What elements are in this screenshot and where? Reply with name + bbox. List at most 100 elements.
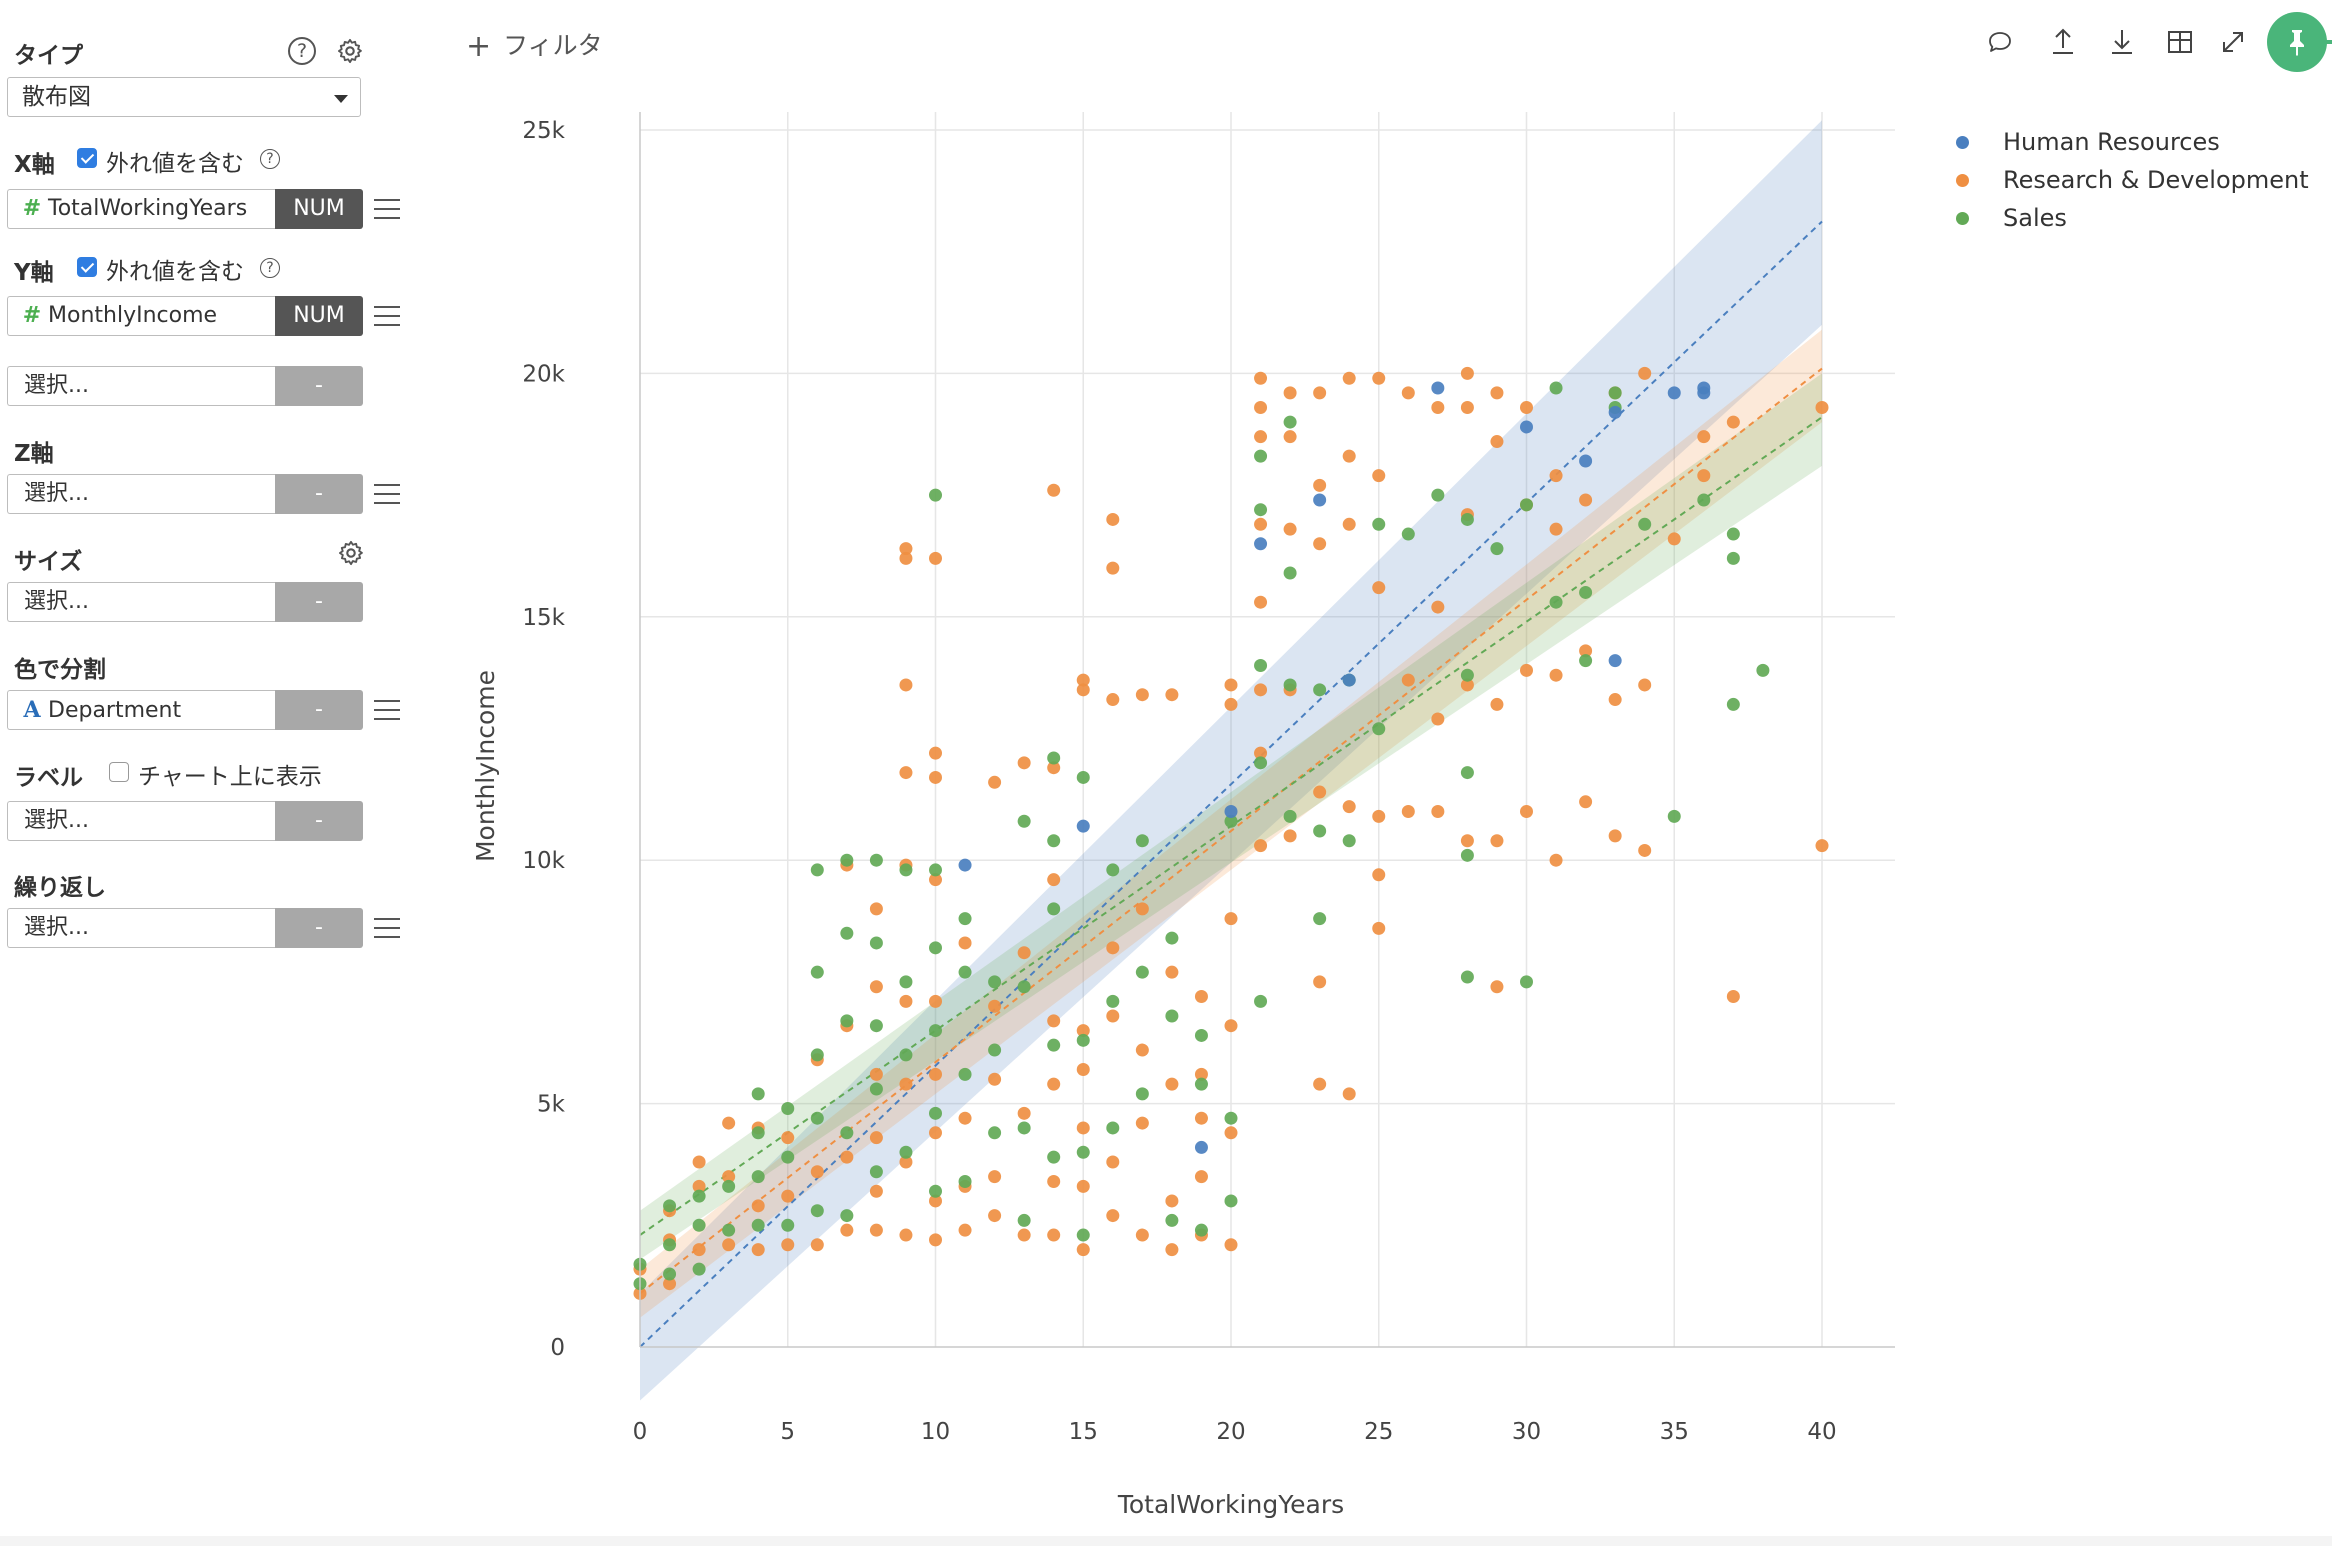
repeat-menu-icon[interactable] [374,918,400,938]
data-point [1431,400,1445,414]
data-point [1106,693,1120,707]
data-point [1076,770,1090,784]
gear-icon[interactable] [337,539,365,567]
size-type-badge[interactable]: - [275,582,363,622]
label-select[interactable]: 選択... [7,801,275,841]
chart-type-value: 散布図 [22,84,91,110]
data-point [1224,1019,1238,1033]
data-point [1815,839,1829,853]
data-point [810,1048,824,1062]
data-point [1194,1028,1208,1042]
table-icon[interactable] [2164,26,2196,58]
data-point [810,1111,824,1125]
data-point [1106,561,1120,575]
y-axis-menu-icon[interactable] [374,306,400,326]
data-point [1017,980,1031,994]
expand-icon[interactable] [2217,26,2249,58]
upload-icon[interactable] [2047,26,2079,58]
numeric-type-icon: # [22,303,42,328]
gear-icon[interactable] [336,37,364,65]
data-point [1401,673,1415,687]
help-icon[interactable]: ? [260,149,280,169]
y-axis-field[interactable]: # MonthlyIncome [7,296,275,336]
data-point [1106,1155,1120,1169]
legend-item[interactable]: Human Resources [2003,128,2220,156]
data-point [1520,805,1533,819]
data-point [722,1170,736,1184]
data-point [781,1189,795,1203]
data-point [929,1184,942,1198]
x-include-outliers-checkbox[interactable] [77,148,97,168]
data-point [1194,1077,1208,1091]
y-axis-type-badge[interactable]: NUM [275,296,363,336]
size-select[interactable]: 選択... [7,582,275,622]
data-point [1313,478,1327,492]
help-icon[interactable]: ? [260,258,280,278]
data-point [1283,430,1297,444]
data-point [1520,498,1533,512]
color-split-field[interactable]: A Department [7,690,275,730]
z-axis-select[interactable]: 選択... [7,474,275,514]
data-point [1047,834,1061,848]
trend-line [639,367,1823,1295]
x-axis-type-badge[interactable]: NUM [275,189,363,229]
type-label: タイプ [14,43,83,69]
repeat-type-badge[interactable]: - [275,908,363,948]
data-point [929,770,942,784]
data-point [1431,600,1445,614]
data-point [810,1238,824,1252]
label-section-label: ラベル [14,765,83,791]
data-point [692,1155,706,1169]
data-point [1224,1238,1238,1252]
data-point [1076,1033,1090,1047]
data-point [1194,1111,1208,1125]
repeat-select[interactable]: 選択... [7,908,275,948]
data-point [1313,912,1327,926]
data-point [1135,1087,1149,1101]
legend-item[interactable]: Research & Development [2003,166,2309,194]
x-tick-label: 25 [1364,1419,1393,1445]
data-point [869,853,883,867]
data-point [781,1101,795,1115]
z-axis-menu-icon[interactable] [374,484,400,504]
label-type-badge[interactable]: - [275,801,363,841]
data-point [1313,975,1327,989]
data-point [1254,400,1268,414]
help-icon[interactable]: ? [288,37,316,65]
color-split-type-badge[interactable]: - [275,690,363,730]
chart-grid [640,112,1895,1347]
data-point [1076,683,1090,697]
add-filter-button[interactable]: + フィルタ [466,26,603,64]
data-point [1697,493,1711,507]
download-icon[interactable] [2106,26,2138,58]
data-point [1254,756,1268,770]
data-point [1549,469,1563,483]
legend-item[interactable]: Sales [2003,204,2067,232]
z-axis-type-badge[interactable]: - [275,474,363,514]
data-point [810,965,824,979]
data-point [692,1243,706,1257]
chart-type-select[interactable]: 散布図 [7,77,361,117]
comment-icon[interactable] [1984,26,2016,58]
data-point [1224,912,1238,926]
data-point [1283,678,1297,692]
data-point [1165,965,1179,979]
x-axis-field[interactable]: # TotalWorkingYears [7,189,275,229]
data-point [988,1170,1002,1184]
x-axis-menu-icon[interactable] [374,199,400,219]
y-include-outliers-checkbox[interactable] [77,257,97,277]
data-point [1490,435,1504,449]
data-point [958,912,972,926]
y2-axis-type-badge[interactable]: - [275,366,363,406]
pin-button[interactable] [2267,12,2327,72]
pin-button-edge [2326,40,2332,44]
data-point [1224,814,1238,828]
data-point [1076,1063,1090,1077]
data-point [1372,921,1386,935]
x-axis-label: X軸 [14,152,55,178]
color-split-menu-icon[interactable] [374,700,400,720]
show-on-chart-checkbox[interactable] [109,762,129,782]
data-point [1047,1228,1061,1242]
y2-axis-select[interactable]: 選択... [7,366,275,406]
data-point [1165,688,1179,702]
